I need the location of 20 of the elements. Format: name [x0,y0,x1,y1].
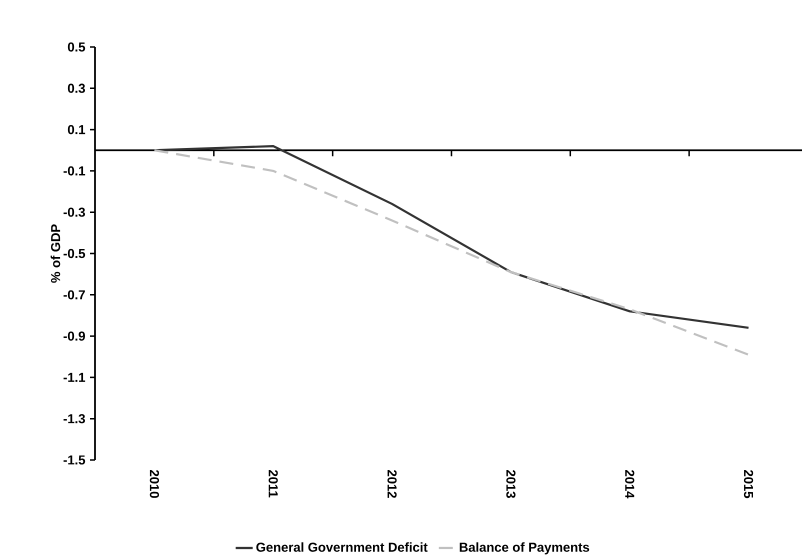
x-tick-label: 2011 [268,470,278,498]
x-tick-label: 2014 [625,470,634,498]
y-tick-label: -0.1 [64,166,86,176]
legend-label: General Government Deficit [256,542,428,552]
y-tick-label: -0.5 [64,248,86,258]
x-tick-label: 2012 [387,470,397,498]
y-tick-label: -0.7 [64,290,85,300]
x-tick-label: 2010 [150,470,160,498]
y-tick-label: 0.3 [68,84,86,93]
y-tick-label: -1.5 [64,455,86,465]
y-tick-label: -1.3 [64,414,86,424]
y-tick-label: -1.1 [64,372,86,382]
legend-label: Balance of Payments [460,542,590,554]
y-axis-title: % of GDP [50,224,60,283]
x-tick-label: 2013 [506,470,516,498]
y-tick-label: 0.1 [68,124,86,134]
y-tick-label: 0.5 [68,42,86,52]
y-tick-label: -0.3 [64,208,86,217]
y-tick-label: -0.9 [64,331,85,341]
x-tick-label: 2015 [744,470,754,498]
